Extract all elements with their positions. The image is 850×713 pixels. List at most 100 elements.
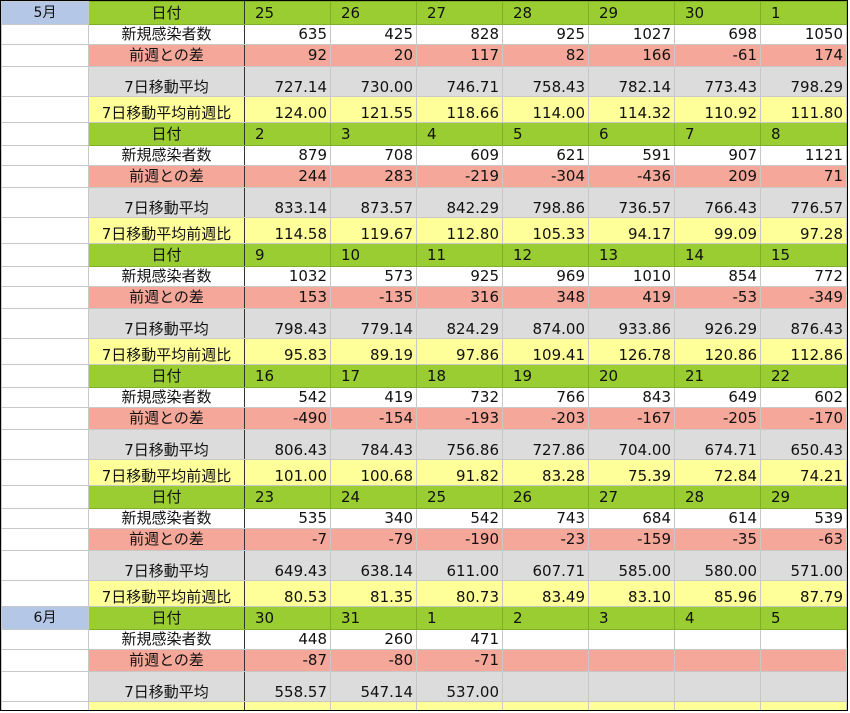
- date-label[interactable]: 日付: [88, 1, 245, 25]
- diff-cell[interactable]: [502, 649, 589, 672]
- ratio-cell[interactable]: [502, 701, 589, 710]
- empty-cell[interactable]: [1, 387, 89, 408]
- empty-cell[interactable]: [1, 649, 89, 672]
- avg-cell[interactable]: 833.14: [244, 187, 331, 218]
- new-label[interactable]: 新規感染者数: [88, 387, 245, 408]
- new-cell[interactable]: 539: [760, 508, 847, 529]
- empty-cell[interactable]: [1, 266, 89, 287]
- avg-cell[interactable]: 611.00: [416, 550, 503, 581]
- diff-cell[interactable]: -71: [416, 649, 503, 672]
- ratio-cell[interactable]: 87.79: [760, 580, 847, 607]
- ratio-cell[interactable]: 100.68: [330, 459, 417, 486]
- date-label[interactable]: 日付: [88, 364, 245, 388]
- ratio-cell[interactable]: 72.84: [674, 459, 761, 486]
- avg-cell[interactable]: 933.86: [588, 308, 675, 339]
- ratio-cell[interactable]: 101.00: [244, 459, 331, 486]
- ratio-cell[interactable]: 80.73: [416, 580, 503, 607]
- empty-cell[interactable]: [1, 145, 89, 166]
- new-cell[interactable]: 609: [416, 145, 503, 166]
- date-cell[interactable]: 10: [330, 243, 417, 267]
- ratio-cell[interactable]: 80.53: [244, 580, 331, 607]
- ratio-cell[interactable]: 83.10: [588, 580, 675, 607]
- empty-cell[interactable]: [1, 308, 89, 339]
- date-cell[interactable]: 3: [330, 122, 417, 146]
- ratio-cell[interactable]: 95.83: [244, 338, 331, 365]
- diff-cell[interactable]: -304: [502, 165, 589, 188]
- date-cell[interactable]: 2: [502, 606, 589, 630]
- diff-cell[interactable]: -63: [760, 528, 847, 551]
- date-cell[interactable]: 12: [502, 243, 589, 267]
- new-cell[interactable]: 614: [674, 508, 761, 529]
- month-cell[interactable]: [1, 122, 89, 146]
- diff-cell[interactable]: 316: [416, 286, 503, 309]
- date-label[interactable]: 日付: [88, 122, 245, 146]
- empty-cell[interactable]: [1, 165, 89, 188]
- diff-cell[interactable]: -203: [502, 407, 589, 430]
- ratio-cell[interactable]: 83.28: [502, 459, 589, 486]
- diff-cell[interactable]: -35: [674, 528, 761, 551]
- new-cell[interactable]: 925: [416, 266, 503, 287]
- month-cell[interactable]: [1, 243, 89, 267]
- new-cell[interactable]: 772: [760, 266, 847, 287]
- empty-cell[interactable]: [1, 528, 89, 551]
- date-cell[interactable]: 31: [330, 606, 417, 630]
- ratio-cell[interactable]: 87.89: [416, 701, 503, 710]
- empty-cell[interactable]: [1, 701, 89, 710]
- date-label[interactable]: 日付: [88, 485, 245, 509]
- date-cell[interactable]: 28: [502, 1, 589, 25]
- ratio-cell[interactable]: [674, 701, 761, 710]
- avg-cell[interactable]: 874.00: [502, 308, 589, 339]
- new-cell[interactable]: 708: [330, 145, 417, 166]
- avg-cell[interactable]: 704.00: [588, 429, 675, 460]
- new-cell[interactable]: 542: [244, 387, 331, 408]
- new-cell[interactable]: 621: [502, 145, 589, 166]
- date-cell[interactable]: 20: [588, 364, 675, 388]
- new-label[interactable]: 新規感染者数: [88, 24, 245, 45]
- date-cell[interactable]: 6: [588, 122, 675, 146]
- date-cell[interactable]: 24: [330, 485, 417, 509]
- new-cell[interactable]: [588, 629, 675, 650]
- avg-cell[interactable]: 873.57: [330, 187, 417, 218]
- diff-cell[interactable]: -190: [416, 528, 503, 551]
- new-cell[interactable]: 1121: [760, 145, 847, 166]
- date-cell[interactable]: 21: [674, 364, 761, 388]
- new-cell[interactable]: 879: [244, 145, 331, 166]
- ratio-cell[interactable]: 111.80: [760, 96, 847, 123]
- date-cell[interactable]: 19: [502, 364, 589, 388]
- empty-cell[interactable]: [1, 407, 89, 430]
- date-cell[interactable]: 11: [416, 243, 503, 267]
- new-cell[interactable]: 925: [502, 24, 589, 45]
- new-cell[interactable]: 542: [416, 508, 503, 529]
- avg-cell[interactable]: 758.43: [502, 66, 589, 97]
- avg-cell[interactable]: 730.00: [330, 66, 417, 97]
- diff-label[interactable]: 前週との差: [88, 165, 245, 188]
- avg-cell[interactable]: 779.14: [330, 308, 417, 339]
- avg-cell[interactable]: 585.00: [588, 550, 675, 581]
- diff-cell[interactable]: -79: [330, 528, 417, 551]
- diff-cell[interactable]: 71: [760, 165, 847, 188]
- new-cell[interactable]: 425: [330, 24, 417, 45]
- empty-cell[interactable]: [1, 550, 89, 581]
- ratio-cell[interactable]: 121.55: [330, 96, 417, 123]
- diff-cell[interactable]: 174: [760, 44, 847, 67]
- avg-cell[interactable]: 727.14: [244, 66, 331, 97]
- avg-cell[interactable]: 782.14: [588, 66, 675, 97]
- ratio-label[interactable]: 7日移動平均前週比: [88, 217, 245, 244]
- empty-cell[interactable]: [1, 459, 89, 486]
- new-label[interactable]: 新規感染者数: [88, 266, 245, 287]
- new-cell[interactable]: 340: [330, 508, 417, 529]
- ratio-label[interactable]: 7日移動平均前週比: [88, 96, 245, 123]
- avg-cell[interactable]: 674.71: [674, 429, 761, 460]
- new-cell[interactable]: 649: [674, 387, 761, 408]
- date-cell[interactable]: 14: [674, 243, 761, 267]
- date-label[interactable]: 日付: [88, 606, 245, 630]
- avg-cell[interactable]: 798.29: [760, 66, 847, 97]
- avg-cell[interactable]: 736.57: [588, 187, 675, 218]
- ratio-cell[interactable]: 124.00: [244, 96, 331, 123]
- avg-cell[interactable]: 756.86: [416, 429, 503, 460]
- ratio-cell[interactable]: 75.39: [588, 459, 675, 486]
- ratio-cell[interactable]: 99.09: [674, 217, 761, 244]
- date-cell[interactable]: 5: [502, 122, 589, 146]
- ratio-cell[interactable]: 83.49: [502, 580, 589, 607]
- avg-cell[interactable]: 727.86: [502, 429, 589, 460]
